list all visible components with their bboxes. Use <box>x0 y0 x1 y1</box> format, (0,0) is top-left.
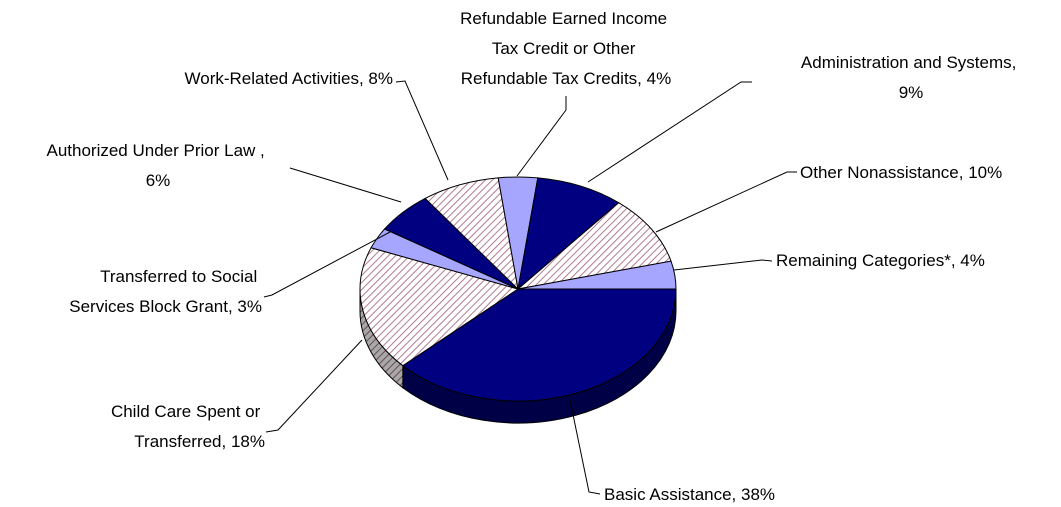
leader-transferred-ssbg <box>263 231 391 298</box>
label-administration-systems: Administration and Systems, 9% <box>801 53 1021 102</box>
leader-basic <box>569 399 601 495</box>
pie-top-layer <box>359 176 677 402</box>
leader-lines <box>263 80 797 495</box>
pie-slice-basic-assistance <box>401 288 677 402</box>
leader-other-nonassistance <box>655 171 797 233</box>
leader-authorized-prior-law <box>289 167 402 203</box>
label-authorized-prior-law: Authorized Under Prior Law , 6% <box>46 141 269 190</box>
pie-slice-child-care-spent-or-transferred <box>359 247 520 367</box>
label-other-nonassistance: Other Nonassistance, 10% <box>800 163 1002 182</box>
label-work-related: Work-Related Activities, 8% <box>185 69 393 88</box>
label-refundable-eitc: Refundable Earned Income Tax Credit or O… <box>460 9 672 88</box>
label-child-care: Child Care Spent or Transferred, 18% <box>111 402 265 451</box>
leader-remaining <box>673 259 773 271</box>
label-transferred-ssbg: Transferred to Social Services Block Gra… <box>69 267 262 316</box>
leader-administration <box>587 81 752 183</box>
leader-work-related <box>395 80 449 181</box>
leader-child-care <box>265 339 363 433</box>
pie-slice-remaining-categories <box>517 260 677 290</box>
label-remaining-categories: Remaining Categories*, 4% <box>776 251 985 270</box>
leader-refundable-eitc <box>516 96 567 177</box>
label-basic-assistance: Basic Assistance, 38% <box>604 485 775 504</box>
pie-slice-administration-and-systems <box>517 177 620 291</box>
pie-slice-other-nonassistance <box>516 202 672 290</box>
